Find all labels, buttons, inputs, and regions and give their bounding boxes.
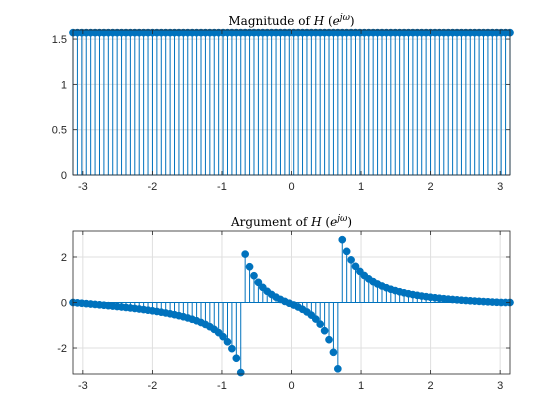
magnitude-y-tick-label: 0 — [61, 170, 67, 182]
argument-data-point — [223, 337, 232, 346]
argument-x-tick-label: 1 — [358, 380, 364, 392]
magnitude-x-tick-label: 3 — [497, 181, 503, 193]
argument-y-tick-label: -2 — [57, 343, 67, 355]
magnitude-x-tick-label: -2 — [148, 181, 158, 193]
magnitude-y-tick-label: 0.5 — [52, 125, 67, 137]
title-base: e — [330, 215, 337, 229]
magnitude-x-tick-label: 2 — [428, 181, 434, 193]
argument-x-tick-label: -1 — [217, 380, 227, 392]
argument-data-point — [316, 320, 325, 328]
magnitude-y-tick-label: 1.5 — [52, 34, 67, 46]
argument-chart: -3 -2 -1 0 1 2 3 -2 0 2 Argument of H (ejω) — [57, 214, 514, 392]
title-open-paren: ( — [322, 215, 331, 229]
magnitude-chart-title: Magnitude of H (ejω) — [228, 13, 354, 28]
argument-data-point — [254, 278, 263, 287]
title-base: e — [333, 14, 340, 28]
title-exponent: jω — [338, 13, 351, 23]
title-open-paren: ( — [324, 14, 333, 28]
title-prefix: Magnitude of — [228, 14, 313, 28]
magnitude-x-tick-label: -1 — [217, 181, 227, 193]
argument-data-point — [320, 326, 329, 335]
argument-data-point — [219, 332, 227, 341]
argument-data-point — [236, 368, 245, 377]
title-close-paren: ) — [347, 215, 352, 229]
title-function: H — [313, 14, 325, 28]
title-prefix: Argument of — [230, 215, 311, 229]
argument-data-point — [245, 262, 254, 271]
magnitude-x-tick-label: 0 — [288, 181, 294, 193]
title-function: H — [310, 215, 322, 229]
argument-data-point — [241, 250, 250, 258]
argument-x-tick-label: -2 — [148, 380, 158, 392]
argument-data-point — [329, 348, 338, 357]
argument-x-tick-label: 3 — [497, 380, 503, 392]
argument-data-point — [228, 344, 236, 353]
argument-data-point — [311, 315, 320, 323]
magnitude-chart: -3 -2 -1 0 1 2 3 0 0.5 1 1.5 Magnitude of H (ejω) — [52, 13, 514, 193]
argument-x-tick-label: -3 — [78, 380, 88, 392]
magnitude-x-tick-label: -3 — [78, 181, 88, 193]
argument-data-point — [342, 247, 351, 256]
argument-x-tick-label: 2 — [428, 380, 434, 392]
magnitude-x-tick-label: 1 — [358, 181, 364, 193]
magnitude-y-tick-label: 1 — [61, 79, 67, 91]
argument-chart-title: Argument of H (ejω) — [230, 214, 352, 229]
argument-y-tick-label: 2 — [61, 252, 67, 264]
argument-data-point — [338, 235, 347, 244]
argument-data-point — [333, 364, 342, 373]
argument-data-point — [250, 271, 258, 280]
argument-data-point — [351, 262, 360, 271]
title-exponent: jω — [335, 214, 348, 224]
argument-y-tick-label: 0 — [61, 298, 67, 310]
argument-data-point — [325, 335, 333, 344]
argument-x-tick-label: 0 — [288, 380, 294, 392]
title-close-paren: ) — [350, 14, 355, 28]
argument-data-point — [347, 256, 355, 264]
argument-data-point — [232, 354, 241, 363]
